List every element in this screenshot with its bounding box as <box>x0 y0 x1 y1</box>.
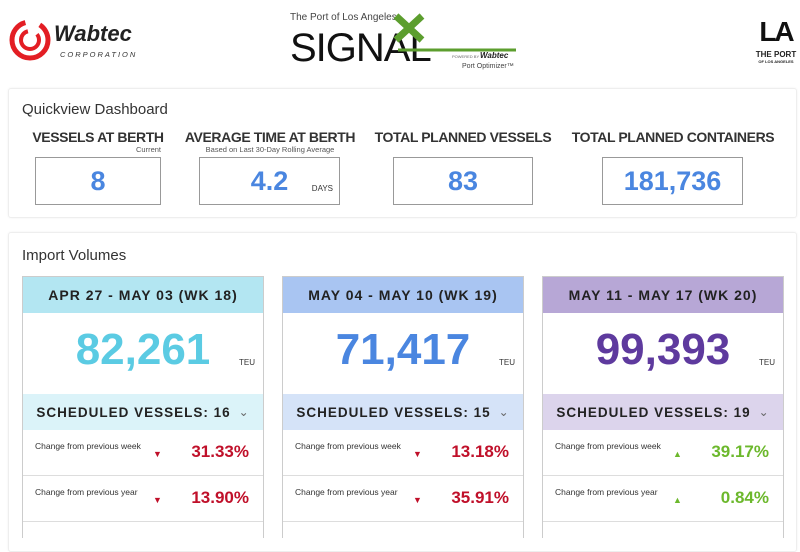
teu-unit: TEU <box>239 358 255 367</box>
stat-average-time-at-berth: AVERAGE TIME AT BERTH Based on Last 30-D… <box>179 129 361 155</box>
week-card: MAY 11 - MAY 17 (WK 20) 99,393 TEU SCHED… <box>542 276 784 538</box>
la-mark: LA <box>759 16 794 47</box>
teu-value: 71,417 <box>335 325 471 374</box>
import-volumes-panel: Import Volumes APR 27 - MAY 03 (WK 18) 8… <box>8 232 797 552</box>
stat-total-planned-containers: TOTAL PLANNED CONTAINERS <box>569 129 777 145</box>
arrow-down-icon: ▼ <box>413 495 422 505</box>
chevron-down-icon: ⌄ <box>238 405 250 419</box>
teu-value: 82,261 <box>75 325 211 374</box>
change-row: Change from previous week ▼ 13.18% <box>283 430 523 476</box>
teu-unit: TEU <box>759 358 775 367</box>
chevron-down-icon: ⌄ <box>498 405 510 419</box>
week-card: MAY 04 - MAY 10 (WK 19) 71,417 TEU SCHED… <box>282 276 524 538</box>
stat-label: TOTAL PLANNED CONTAINERS <box>571 129 775 145</box>
chevron-down-icon: ⌄ <box>758 405 770 419</box>
stat-label: VESSELS AT BERTH <box>32 129 164 145</box>
arrow-up-icon: ▲ <box>673 449 682 459</box>
stat-unit: DAYS <box>311 184 333 193</box>
week-header: APR 27 - MAY 03 (WK 18) <box>23 277 263 313</box>
change-label: Change from previous year <box>555 487 658 497</box>
stat-value-box: 83 <box>393 157 533 205</box>
quickview-panel: Quickview Dashboard VESSELS AT BERTH Cur… <box>8 88 797 218</box>
stat-value: 8 <box>90 165 106 196</box>
week-header: MAY 04 - MAY 10 (WK 19) <box>283 277 523 313</box>
change-row: Change from previous year ▲ 0.84% <box>543 476 783 522</box>
teu-body: 71,417 TEU <box>283 313 523 394</box>
change-row: Change from previous week ▼ 31.33% <box>23 430 263 476</box>
signal-product: Port Optimizer™ <box>462 63 514 70</box>
stat-sub: Based on Last 30-Day Rolling Average <box>205 145 335 154</box>
signal-brand: Wabtec <box>480 51 509 60</box>
la-name: THE PORT <box>755 50 797 59</box>
arrow-down-icon: ▼ <box>153 495 162 505</box>
change-value: 13.90% <box>191 488 249 507</box>
arrow-down-icon: ▼ <box>153 449 162 459</box>
teu-body: 99,393 TEU <box>543 313 783 394</box>
wabtec-swirl-icon <box>9 19 51 61</box>
change-row: Change from previous week ▲ 39.17% <box>543 430 783 476</box>
arrow-up-icon: ▲ <box>673 495 682 505</box>
change-value: 13.18% <box>451 442 509 461</box>
stat-value: 181,736 <box>623 165 722 196</box>
change-label: Change from previous week <box>35 441 141 451</box>
change-label: Change from previous year <box>295 487 398 497</box>
arrow-down-icon: ▼ <box>413 449 422 459</box>
stat-value-box: 4.2 DAYS <box>199 157 340 205</box>
change-label: Change from previous week <box>295 441 401 451</box>
signal-x-mark-icon <box>393 13 516 52</box>
scheduled-vessels-toggle[interactable]: SCHEDULED VESSELS: 15 ⌄ <box>283 394 523 430</box>
teu-unit: TEU <box>499 358 515 367</box>
teu-body: 82,261 TEU <box>23 313 263 394</box>
change-value: 39.17% <box>711 442 769 461</box>
change-row: Change from previous year ▼ 13.90% <box>23 476 263 522</box>
stat-label: TOTAL PLANNED VESSELS <box>374 129 552 145</box>
week-label: MAY 11 - MAY 17 (WK 20) <box>568 287 758 303</box>
teu-value: 99,393 <box>595 325 731 374</box>
stat-value-box: 8 <box>35 157 161 205</box>
week-label: APR 27 - MAY 03 (WK 18) <box>48 287 238 303</box>
signal-tagline: The Port of Los Angeles <box>290 12 397 23</box>
wabtec-logo: Wabtec CORPORATION <box>8 18 148 63</box>
change-label: Change from previous year <box>35 487 138 497</box>
signal-logo: The Port of Los Angeles SIGNAL POWERED B… <box>290 10 530 72</box>
week-header: MAY 11 - MAY 17 (WK 20) <box>543 277 783 313</box>
scheduled-vessels-label: SCHEDULED VESSELS: 15 <box>296 404 491 420</box>
change-row: Change from previous year ▼ 35.91% <box>283 476 523 522</box>
wabtec-name: Wabtec <box>54 21 132 46</box>
scheduled-vessels-toggle[interactable]: SCHEDULED VESSELS: 16 ⌄ <box>23 394 263 430</box>
change-value: 31.33% <box>191 442 249 461</box>
scheduled-vessels-label: SCHEDULED VESSELS: 19 <box>556 404 751 420</box>
change-value: 35.91% <box>451 488 509 507</box>
import-volumes-title: Import Volumes <box>22 247 127 264</box>
wabtec-sub: CORPORATION <box>60 50 138 59</box>
change-label: Change from previous week <box>555 441 661 451</box>
signal-name: SIGNAL <box>290 26 432 70</box>
week-label: MAY 04 - MAY 10 (WK 19) <box>308 287 498 303</box>
la-sub: OF LOS ANGELES <box>758 59 794 64</box>
signal-powered-by: POWERED BY <box>452 54 480 59</box>
stat-label: AVERAGE TIME AT BERTH <box>184 129 356 145</box>
stat-sub: Current <box>135 145 161 154</box>
scheduled-vessels-toggle[interactable]: SCHEDULED VESSELS: 19 ⌄ <box>543 394 783 430</box>
stat-value: 83 <box>447 165 479 196</box>
stat-total-planned-vessels: TOTAL PLANNED VESSELS <box>373 129 553 145</box>
stat-vessels-at-berth: VESSELS AT BERTH Current <box>23 129 173 155</box>
stat-value-box: 181,736 <box>602 157 743 205</box>
quickview-title: Quickview Dashboard <box>22 101 168 118</box>
port-of-la-logo: LA THE PORT OF LOS ANGELES <box>752 18 800 66</box>
stat-value: 4.2 <box>250 165 289 196</box>
scheduled-vessels-label: SCHEDULED VESSELS: 16 <box>36 404 231 420</box>
week-card: APR 27 - MAY 03 (WK 18) 82,261 TEU SCHED… <box>22 276 264 538</box>
change-value: 0.84% <box>720 488 769 507</box>
